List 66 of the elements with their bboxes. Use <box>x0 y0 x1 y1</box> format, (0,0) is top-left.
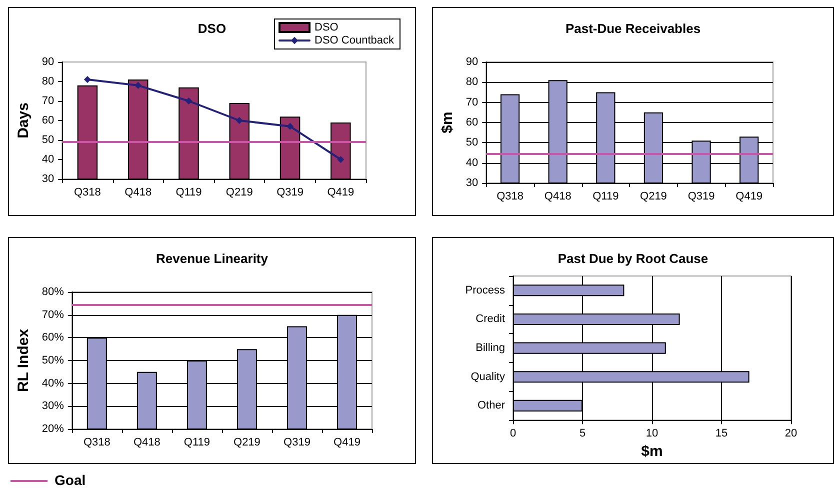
x-tick-label: Q219 <box>226 186 253 198</box>
x-tick-label: Q219 <box>640 190 667 202</box>
x-tick-label: 20 <box>784 428 798 440</box>
x-tick-label: Q119 <box>176 186 202 198</box>
y-tick-label: Credit <box>476 313 505 326</box>
y-tick-label: Billing <box>476 342 505 354</box>
y-tick-label: Other <box>477 400 506 412</box>
y-tick-label: 50 <box>42 134 54 146</box>
x-tick-label: Q418 <box>124 186 152 198</box>
x-tick-label: 10 <box>646 428 658 440</box>
y-tick-label: 70% <box>42 308 64 321</box>
x-tick-label: Q418 <box>133 436 160 448</box>
y-tick-label: 80 <box>466 76 478 88</box>
x-tick-label: 0 <box>510 428 516 440</box>
y-axis-title: $m <box>439 112 456 134</box>
x-tick-label: Q419 <box>327 186 354 198</box>
x-tick-label: Q318 <box>496 190 524 202</box>
y-tick-label: 40 <box>466 156 478 169</box>
chart-title: Past Due by Root Cause <box>558 251 708 266</box>
point <box>286 122 294 130</box>
point <box>236 117 243 124</box>
legend-label: DSO <box>314 22 339 34</box>
x-axis-title: $m <box>641 443 663 460</box>
legend-label: DSO Countback <box>314 34 394 46</box>
y-tick-label: Quality <box>470 370 506 383</box>
x-tick-label: Q318 <box>83 436 110 448</box>
chart-title: Revenue Linearity <box>156 251 269 266</box>
chart-title: Past-Due Receivables <box>565 21 701 36</box>
y-tick-label: 50% <box>42 354 64 366</box>
y-tick-label: 20% <box>42 423 64 435</box>
point <box>337 156 344 163</box>
y-tick-label: Process <box>465 284 506 296</box>
y-tick-label: 90 <box>466 56 478 68</box>
point <box>185 98 192 104</box>
y-tick-label: 90 <box>42 56 54 68</box>
y-tick-label: 30 <box>42 173 54 185</box>
point <box>134 82 142 89</box>
x-tick-label: Q318 <box>74 186 101 198</box>
y-tick-label: 70 <box>42 95 54 107</box>
x-tick-label: 15 <box>715 428 728 440</box>
y-tick-label: 60 <box>466 116 478 128</box>
y-tick-label: 50 <box>466 136 478 149</box>
x-tick-label: Q319 <box>276 186 304 198</box>
x-tick-label: Q119 <box>592 190 619 202</box>
y-tick-label: 30 <box>466 177 478 189</box>
y-tick-label: 80% <box>42 286 64 298</box>
y-tick-label: 70 <box>466 96 478 108</box>
chart-title: DSO <box>198 21 226 36</box>
point <box>84 76 91 84</box>
y-tick-label: 30% <box>42 400 64 412</box>
x-tick-label: Q319 <box>688 190 715 202</box>
x-tick-label: 5 <box>579 428 586 440</box>
x-tick-label: Q119 <box>184 436 210 448</box>
x-tick-label: Q418 <box>544 190 572 202</box>
x-tick-label: Q319 <box>284 436 310 448</box>
y-tick-label: 60 <box>42 114 54 126</box>
y-tick-label: 80 <box>42 76 54 88</box>
y-tick-label: 40% <box>42 377 64 390</box>
x-tick-label: Q419 <box>334 436 360 448</box>
legend-label: Goal <box>54 472 86 488</box>
y-tick-label: 40 <box>42 154 54 166</box>
y-axis-title: Days <box>15 102 32 138</box>
x-tick-label: Q219 <box>234 436 260 448</box>
y-tick-label: 60% <box>42 332 64 344</box>
x-tick-label: Q419 <box>736 190 763 202</box>
y-axis-title: RL Index <box>15 328 32 392</box>
